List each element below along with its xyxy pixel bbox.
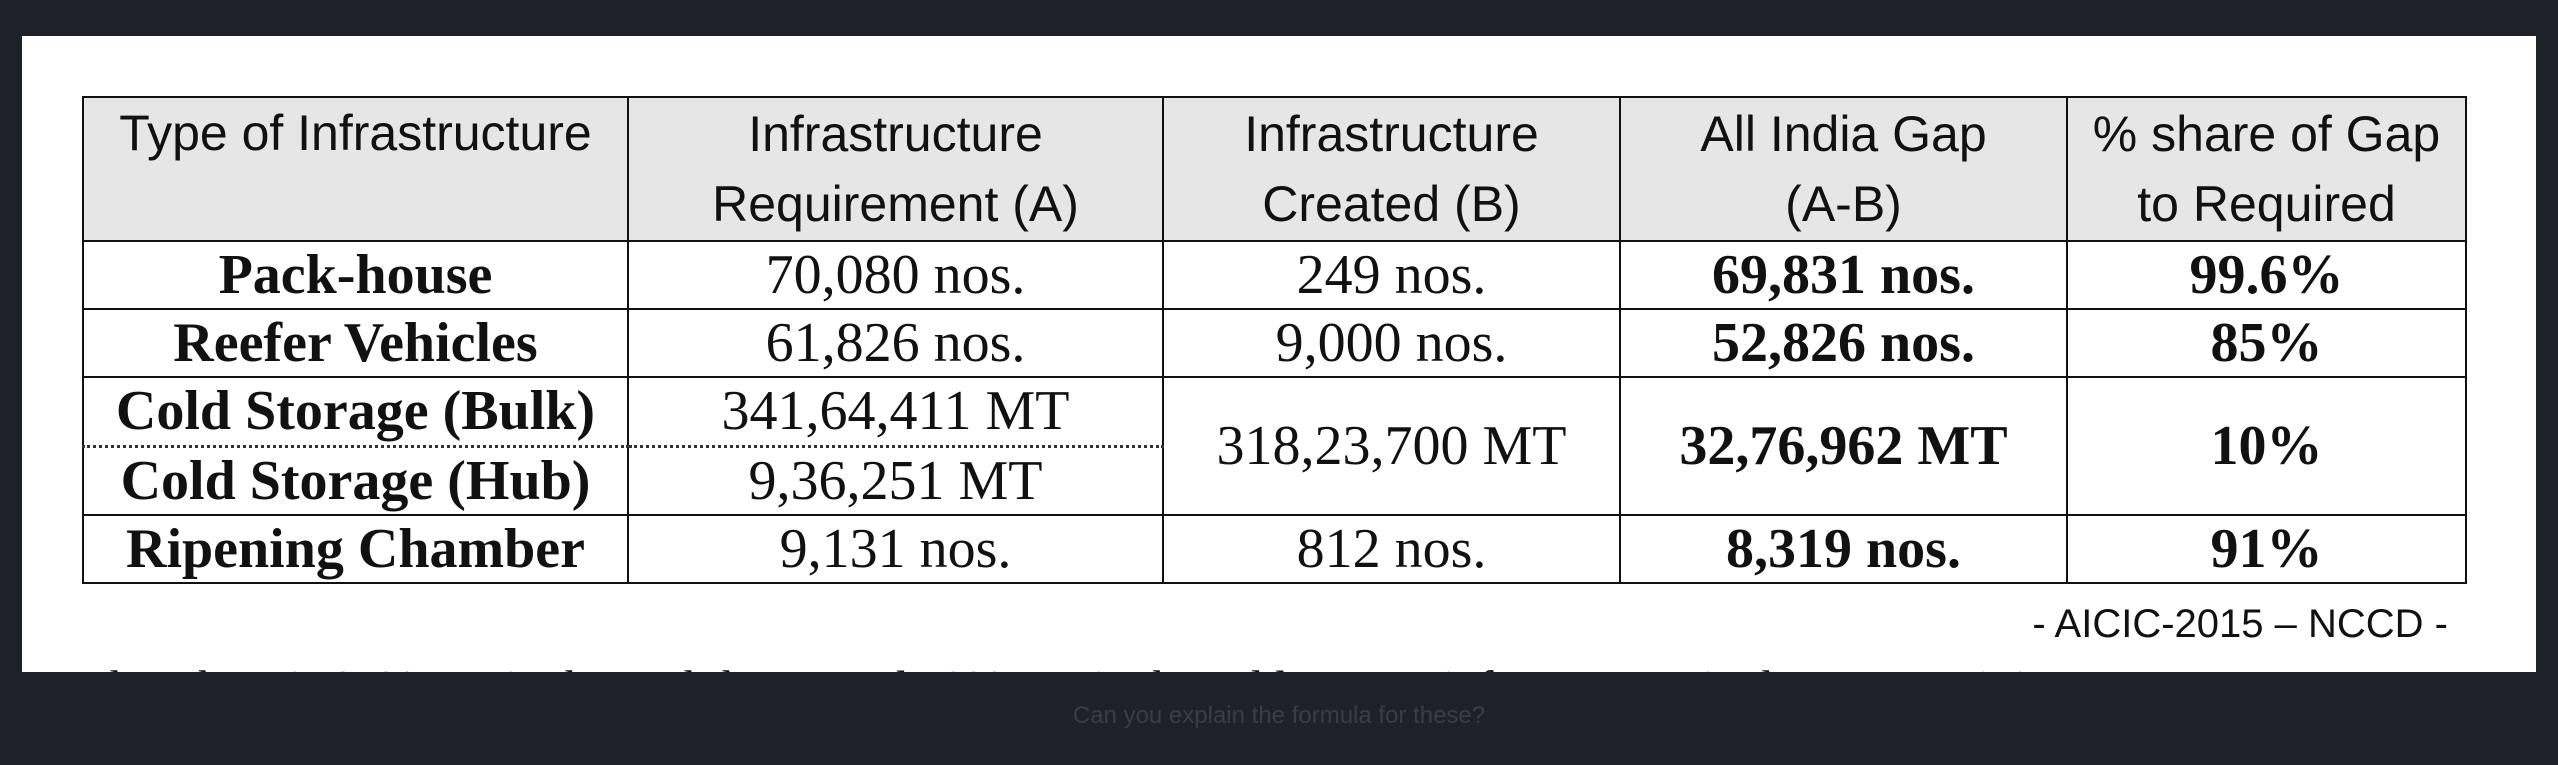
cell-requirement: 70,080 nos. [627,240,1164,310]
cell-requirement: 9,131 nos. [627,514,1164,584]
header-requirement: Infrastructure Requirement (A) [627,96,1164,242]
cell-requirement: 341,64,411 MT [627,376,1164,448]
cell-type: Ripening Chamber [82,514,629,584]
image-caption: Can you explain the formula for these? [1072,702,1486,729]
cropped-body-text: Thus there is 81% gap in the pack-house … [82,664,2482,672]
cell-requirement: 61,826 nos. [627,308,1164,378]
cell-share: 91% [2066,514,2467,584]
cell-gap: 8,319 nos. [1619,514,2068,584]
table-row: Reefer Vehicles 61,826 nos. 9,000 nos. 5… [82,308,2467,378]
header-created: Infrastructure Created (B) [1162,96,1621,242]
document-image: Type of Infrastructure Infrastructure Re… [22,36,2536,672]
header-gap: All India Gap (A-B) [1619,96,2068,242]
cell-created: 249 nos. [1162,240,1621,310]
cell-share: 85% [2066,308,2467,378]
cell-share: 99.6% [2066,240,2467,310]
infrastructure-gap-table: Type of Infrastructure Infrastructure Re… [82,96,2467,584]
cell-type: Pack-house [82,240,629,310]
table-header-row: Type of Infrastructure Infrastructure Re… [82,96,2467,242]
cell-requirement: 9,36,251 MT [627,444,1164,516]
cell-gap: 32,76,962 MT [1619,376,2068,516]
cell-created: 812 nos. [1162,514,1621,584]
header-share: % share of Gap to Required [2066,96,2467,242]
cell-created: 9,000 nos. [1162,308,1621,378]
cell-created: 318,23,700 MT [1162,376,1621,516]
cell-type: Cold Storage (Bulk) [82,376,629,448]
cell-type: Reefer Vehicles [82,308,629,378]
cell-share: 10% [2066,376,2467,516]
table-row: Cold Storage (Bulk) 341,64,411 MT 318,23… [82,376,2467,516]
source-citation: - AICIC-2015 – NCCD - [2032,602,2448,646]
table-row: Pack-house 70,080 nos. 249 nos. 69,831 n… [82,240,2467,310]
cell-gap: 52,826 nos. [1619,308,2068,378]
header-type: Type of Infrastructure [82,96,629,242]
cell-type: Cold Storage (Hub) [82,444,629,516]
table-row: Ripening Chamber 9,131 nos. 812 nos. 8,3… [82,514,2467,584]
table-row: Cold Storage (Hub) 9,36,251 MT [82,444,2466,516]
cell-gap: 69,831 nos. [1619,240,2068,310]
